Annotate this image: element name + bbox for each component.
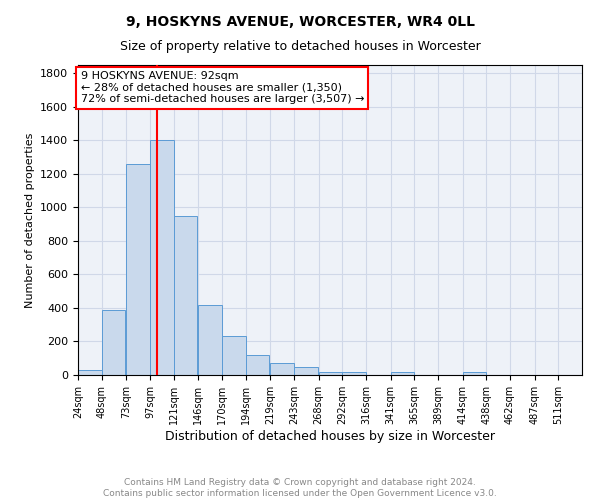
Bar xyxy=(101,310,125,375)
Bar xyxy=(271,364,294,375)
Bar xyxy=(222,336,245,375)
Bar xyxy=(319,372,343,375)
Bar xyxy=(78,370,101,375)
Text: Contains HM Land Registry data © Crown copyright and database right 2024.
Contai: Contains HM Land Registry data © Crown c… xyxy=(103,478,497,498)
Bar xyxy=(150,140,173,375)
Text: 9 HOSKYNS AVENUE: 92sqm
← 28% of detached houses are smaller (1,350)
72% of semi: 9 HOSKYNS AVENUE: 92sqm ← 28% of detache… xyxy=(80,71,364,104)
X-axis label: Distribution of detached houses by size in Worcester: Distribution of detached houses by size … xyxy=(165,430,495,442)
Text: 9, HOSKYNS AVENUE, WORCESTER, WR4 0LL: 9, HOSKYNS AVENUE, WORCESTER, WR4 0LL xyxy=(125,15,475,29)
Bar xyxy=(463,372,487,375)
Bar xyxy=(127,164,150,375)
Y-axis label: Number of detached properties: Number of detached properties xyxy=(25,132,35,308)
Bar xyxy=(199,306,222,375)
Bar xyxy=(245,355,269,375)
Text: Size of property relative to detached houses in Worcester: Size of property relative to detached ho… xyxy=(119,40,481,53)
Bar xyxy=(343,372,366,375)
Bar xyxy=(391,372,415,375)
Bar xyxy=(294,368,317,375)
Bar xyxy=(173,216,197,375)
